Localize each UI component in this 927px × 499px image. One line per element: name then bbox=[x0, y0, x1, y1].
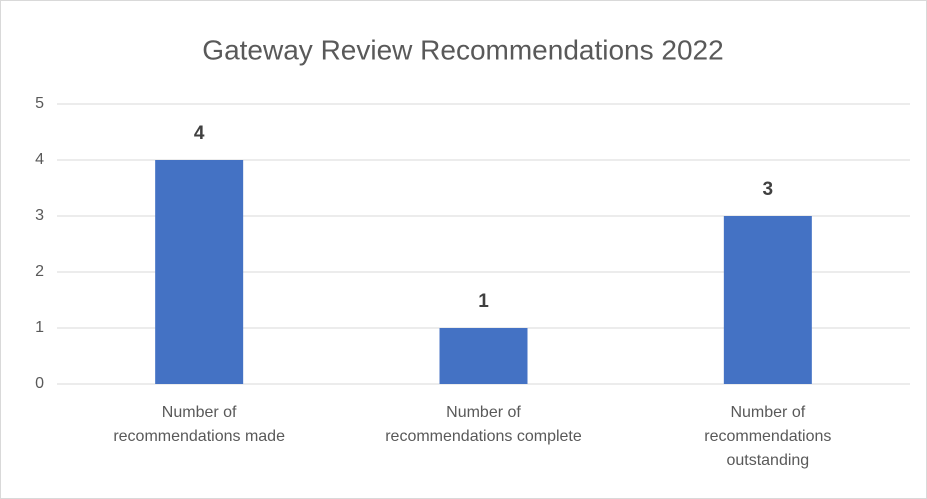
bar bbox=[439, 328, 528, 384]
x-tick-label: Number of recommendations outstanding bbox=[704, 404, 832, 469]
x-tick-label: Number of recommendations complete bbox=[385, 404, 582, 445]
y-tick-label: 5 bbox=[35, 95, 44, 112]
y-tick-label: 3 bbox=[35, 207, 44, 224]
y-tick-label: 2 bbox=[35, 263, 44, 280]
data-label: 1 bbox=[478, 291, 489, 312]
x-tick-label: Number of recommendations made bbox=[113, 404, 285, 445]
y-tick-label: 1 bbox=[35, 319, 44, 336]
data-label: 3 bbox=[763, 179, 774, 200]
chart-title: Gateway Review Recommendations 2022 bbox=[202, 34, 723, 65]
bar bbox=[155, 160, 244, 384]
bar bbox=[723, 216, 812, 384]
data-label: 4 bbox=[194, 123, 205, 144]
y-tick-label: 0 bbox=[35, 375, 44, 392]
y-tick-label: 4 bbox=[35, 151, 44, 168]
